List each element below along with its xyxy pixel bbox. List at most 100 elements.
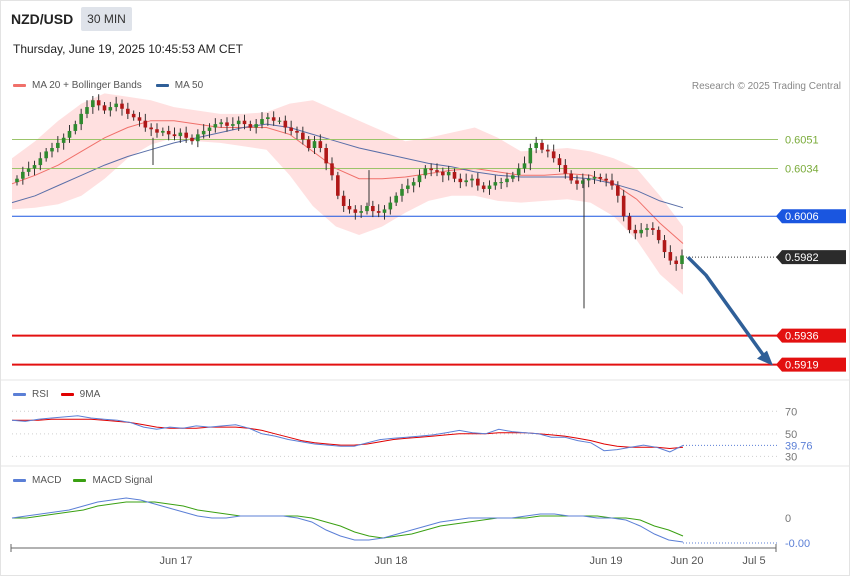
- main-legend: MA 20 + Bollinger Bands MA 50: [13, 80, 203, 91]
- candle-body: [108, 107, 113, 111]
- candle-body: [627, 216, 632, 230]
- candle-body: [330, 163, 334, 176]
- candle-body: [645, 228, 649, 230]
- ma20-legend-label: MA 20 + Bollinger Bands: [32, 80, 142, 91]
- rsi-tick-50: 50: [785, 429, 797, 441]
- macd-legend-label: MACD: [32, 475, 62, 486]
- candle-body: [219, 122, 223, 125]
- candle-body: [236, 120, 241, 125]
- candle-body: [353, 209, 358, 213]
- candle-body: [254, 124, 258, 128]
- x-tick-label: Jul 5: [742, 555, 765, 567]
- candle-body: [528, 148, 533, 164]
- candle-body: [102, 105, 107, 111]
- candle-body: [178, 132, 183, 137]
- candle-body: [341, 195, 346, 206]
- candle-body: [569, 173, 573, 181]
- candle-body: [452, 171, 457, 179]
- candle-body: [417, 175, 422, 183]
- macd-current-label: -0.00: [785, 538, 810, 550]
- macd-line: [11, 497, 684, 543]
- candle-body: [283, 120, 288, 128]
- candle-body: [651, 228, 655, 230]
- level-0-5982-label: 0.5982: [785, 252, 819, 264]
- candle-body: [201, 130, 206, 135]
- symbol-title: NZD/USD: [11, 11, 74, 27]
- candle-body: [464, 180, 468, 183]
- rsi-ma-legend-swatch: [60, 393, 74, 396]
- candle-body: [505, 178, 509, 183]
- x-tick-label: Jun 17: [159, 555, 192, 567]
- candle-body: [394, 195, 398, 203]
- candle-body: [423, 168, 428, 176]
- candle-body: [592, 177, 597, 179]
- candle-body: [301, 132, 305, 140]
- candle-body: [511, 175, 515, 179]
- candle-body: [318, 141, 323, 148]
- projection-arrow: [686, 255, 770, 363]
- candle-body: [598, 177, 603, 179]
- level-0-6006-tag: [776, 209, 846, 224]
- candle-body: [137, 117, 142, 121]
- candle-body: [668, 252, 673, 261]
- candle-body: [32, 165, 37, 169]
- rsi-legend-label: RSI: [32, 389, 49, 400]
- candle-body: [96, 100, 101, 106]
- candle-body: [546, 149, 550, 152]
- rsi-current-label: 39.76: [785, 440, 813, 452]
- candle-body: [38, 158, 43, 166]
- candle-body: [458, 178, 463, 183]
- candle-body: [656, 229, 661, 241]
- level-0-5919-tag: [776, 357, 846, 372]
- candle-body: [143, 120, 148, 128]
- rsi-tick-70: 70: [785, 406, 797, 418]
- candle-body: [586, 178, 591, 181]
- candle-body: [400, 188, 404, 196]
- rsi-ma-line: [12, 418, 684, 450]
- candle-body: [365, 206, 369, 212]
- candle-body: [639, 229, 643, 234]
- candle-body: [231, 124, 235, 126]
- copyright-label: Research © 2025 Trading Central: [691, 81, 841, 92]
- candle-body: [446, 171, 451, 176]
- candle-body: [126, 108, 130, 114]
- candle-body: [470, 178, 474, 181]
- candle-body: [359, 211, 363, 213]
- candle-body: [271, 117, 276, 121]
- candle-body: [476, 178, 480, 186]
- rsi-legend-swatch: [13, 393, 26, 396]
- rsi-legend: RSI 9MA: [13, 389, 100, 400]
- candle-body: [277, 120, 282, 122]
- level-0-5919-label: 0.5919: [785, 360, 819, 372]
- candle-body: [406, 185, 410, 189]
- timeframe-button[interactable]: 30 MIN: [81, 7, 132, 31]
- candle-body: [266, 117, 270, 119]
- candle-body: [674, 260, 678, 264]
- datetime-label: Thursday, June 19, 2025 10:45:53 AM CET: [13, 42, 243, 56]
- candle-body: [616, 185, 620, 196]
- candle-body: [225, 122, 229, 126]
- candle-body: [324, 148, 328, 164]
- candle-body: [196, 134, 200, 142]
- candle-body: [50, 148, 54, 152]
- candle-body: [91, 100, 95, 108]
- macd-legend: MACD MACD Signal: [13, 475, 152, 486]
- candle-body: [522, 163, 527, 169]
- candle-body: [56, 142, 60, 148]
- candle-body: [260, 119, 264, 125]
- candle-body: [26, 168, 31, 172]
- candle-body: [79, 113, 83, 125]
- candle-body: [21, 171, 25, 179]
- candle-body: [61, 137, 66, 143]
- candle-body: [563, 165, 568, 174]
- ma50-legend-label: MA 50: [174, 80, 204, 91]
- candle-body: [441, 171, 445, 176]
- macd-legend-swatch: [13, 479, 26, 482]
- candle-body: [610, 180, 614, 186]
- candle-body: [516, 168, 521, 176]
- candle-body: [557, 158, 562, 166]
- candle-body: [114, 103, 118, 108]
- candle-body: [540, 142, 544, 150]
- level-0-6006-label: 0.6006: [785, 211, 819, 223]
